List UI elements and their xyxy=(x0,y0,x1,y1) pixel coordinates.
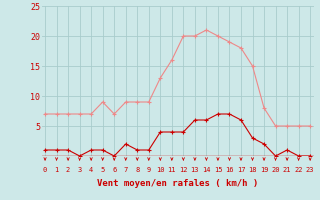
X-axis label: Vent moyen/en rafales ( km/h ): Vent moyen/en rafales ( km/h ) xyxy=(97,179,258,188)
